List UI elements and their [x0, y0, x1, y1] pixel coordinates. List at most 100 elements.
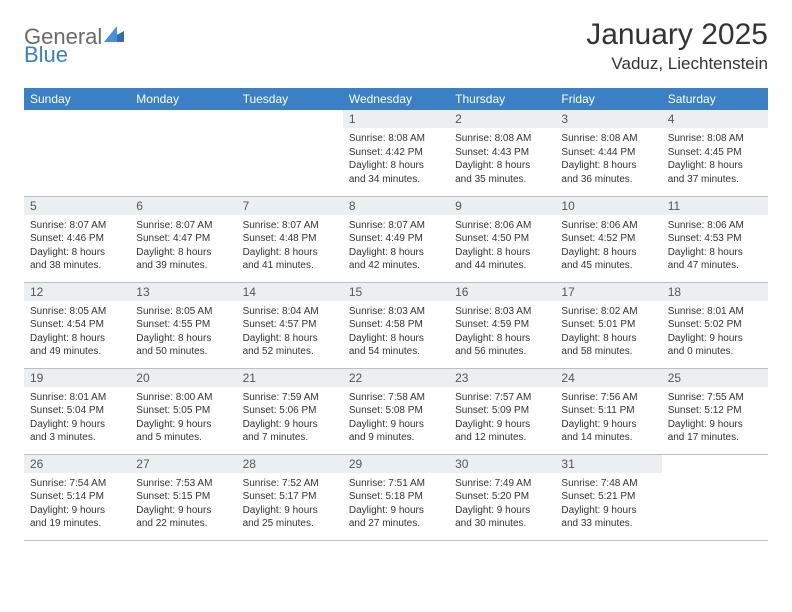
- day-number: 31: [555, 455, 661, 473]
- day-number: 6: [130, 197, 236, 215]
- day-number: 18: [662, 283, 768, 301]
- day-details: Sunrise: 7:48 AMSunset: 5:21 PMDaylight:…: [555, 473, 661, 533]
- calendar-cell: 15Sunrise: 8:03 AMSunset: 4:58 PMDayligh…: [343, 282, 449, 368]
- day-details: Sunrise: 8:05 AMSunset: 4:55 PMDaylight:…: [130, 301, 236, 361]
- calendar-cell: 4Sunrise: 8:08 AMSunset: 4:45 PMDaylight…: [662, 110, 768, 196]
- calendar-row: 12Sunrise: 8:05 AMSunset: 4:54 PMDayligh…: [24, 282, 768, 368]
- day-details: Sunrise: 7:56 AMSunset: 5:11 PMDaylight:…: [555, 387, 661, 447]
- calendar-cell: 19Sunrise: 8:01 AMSunset: 5:04 PMDayligh…: [24, 368, 130, 454]
- day-details: Sunrise: 8:07 AMSunset: 4:48 PMDaylight:…: [237, 215, 343, 275]
- calendar-cell: 23Sunrise: 7:57 AMSunset: 5:09 PMDayligh…: [449, 368, 555, 454]
- day-number: 5: [24, 197, 130, 215]
- day-number: 20: [130, 369, 236, 387]
- day-details: Sunrise: 7:51 AMSunset: 5:18 PMDaylight:…: [343, 473, 449, 533]
- day-number: 12: [24, 283, 130, 301]
- day-number: 21: [237, 369, 343, 387]
- calendar-row: 26Sunrise: 7:54 AMSunset: 5:14 PMDayligh…: [24, 454, 768, 540]
- calendar-cell: 17Sunrise: 8:02 AMSunset: 5:01 PMDayligh…: [555, 282, 661, 368]
- day-details: Sunrise: 8:02 AMSunset: 5:01 PMDaylight:…: [555, 301, 661, 361]
- calendar-cell: 5Sunrise: 8:07 AMSunset: 4:46 PMDaylight…: [24, 196, 130, 282]
- day-number: 3: [555, 110, 661, 128]
- day-details: Sunrise: 8:08 AMSunset: 4:43 PMDaylight:…: [449, 128, 555, 188]
- day-number: 11: [662, 197, 768, 215]
- day-details: Sunrise: 7:55 AMSunset: 5:12 PMDaylight:…: [662, 387, 768, 447]
- page-title: January 2025: [586, 18, 768, 52]
- day-header: Sunday: [24, 88, 130, 110]
- day-details: Sunrise: 8:05 AMSunset: 4:54 PMDaylight:…: [24, 301, 130, 361]
- day-details: Sunrise: 8:04 AMSunset: 4:57 PMDaylight:…: [237, 301, 343, 361]
- day-details: Sunrise: 7:52 AMSunset: 5:17 PMDaylight:…: [237, 473, 343, 533]
- day-details: Sunrise: 7:49 AMSunset: 5:20 PMDaylight:…: [449, 473, 555, 533]
- day-header: Monday: [130, 88, 236, 110]
- calendar-row: 19Sunrise: 8:01 AMSunset: 5:04 PMDayligh…: [24, 368, 768, 454]
- day-details: Sunrise: 8:03 AMSunset: 4:58 PMDaylight:…: [343, 301, 449, 361]
- day-number: 19: [24, 369, 130, 387]
- day-number: 8: [343, 197, 449, 215]
- day-details: Sunrise: 8:07 AMSunset: 4:46 PMDaylight:…: [24, 215, 130, 275]
- day-number: 9: [449, 197, 555, 215]
- calendar-cell: [24, 110, 130, 196]
- calendar-cell: 18Sunrise: 8:01 AMSunset: 5:02 PMDayligh…: [662, 282, 768, 368]
- day-details: Sunrise: 7:57 AMSunset: 5:09 PMDaylight:…: [449, 387, 555, 447]
- day-details: Sunrise: 7:53 AMSunset: 5:15 PMDaylight:…: [130, 473, 236, 533]
- day-details: Sunrise: 8:01 AMSunset: 5:02 PMDaylight:…: [662, 301, 768, 361]
- calendar-cell: [237, 110, 343, 196]
- page-header: GeneralBlue January 2025 Vaduz, Liechten…: [24, 18, 768, 74]
- day-number: 24: [555, 369, 661, 387]
- day-number: 16: [449, 283, 555, 301]
- calendar-cell: 9Sunrise: 8:06 AMSunset: 4:50 PMDaylight…: [449, 196, 555, 282]
- day-number: 4: [662, 110, 768, 128]
- day-number: 14: [237, 283, 343, 301]
- calendar-cell: 7Sunrise: 8:07 AMSunset: 4:48 PMDaylight…: [237, 196, 343, 282]
- calendar-cell: 6Sunrise: 8:07 AMSunset: 4:47 PMDaylight…: [130, 196, 236, 282]
- day-number: 7: [237, 197, 343, 215]
- calendar-cell: 16Sunrise: 8:03 AMSunset: 4:59 PMDayligh…: [449, 282, 555, 368]
- brand-logo: GeneralBlue: [24, 18, 124, 66]
- calendar-cell: 24Sunrise: 7:56 AMSunset: 5:11 PMDayligh…: [555, 368, 661, 454]
- day-details: Sunrise: 7:59 AMSunset: 5:06 PMDaylight:…: [237, 387, 343, 447]
- calendar-cell: [662, 454, 768, 540]
- day-header: Saturday: [662, 88, 768, 110]
- day-number: 2: [449, 110, 555, 128]
- day-header: Thursday: [449, 88, 555, 110]
- calendar-cell: 11Sunrise: 8:06 AMSunset: 4:53 PMDayligh…: [662, 196, 768, 282]
- day-details: Sunrise: 8:06 AMSunset: 4:50 PMDaylight:…: [449, 215, 555, 275]
- day-details: Sunrise: 7:54 AMSunset: 5:14 PMDaylight:…: [24, 473, 130, 533]
- calendar-cell: [130, 110, 236, 196]
- calendar-cell: 29Sunrise: 7:51 AMSunset: 5:18 PMDayligh…: [343, 454, 449, 540]
- day-number: 23: [449, 369, 555, 387]
- day-details: Sunrise: 8:07 AMSunset: 4:47 PMDaylight:…: [130, 215, 236, 275]
- day-number: 26: [24, 455, 130, 473]
- day-number: 22: [343, 369, 449, 387]
- location-text: Vaduz, Liechtenstein: [586, 54, 768, 74]
- day-number: 1: [343, 110, 449, 128]
- calendar-cell: 28Sunrise: 7:52 AMSunset: 5:17 PMDayligh…: [237, 454, 343, 540]
- day-details: Sunrise: 8:08 AMSunset: 4:45 PMDaylight:…: [662, 128, 768, 188]
- header-right: January 2025 Vaduz, Liechtenstein: [586, 18, 768, 74]
- day-details: Sunrise: 8:03 AMSunset: 4:59 PMDaylight:…: [449, 301, 555, 361]
- calendar-cell: 12Sunrise: 8:05 AMSunset: 4:54 PMDayligh…: [24, 282, 130, 368]
- calendar-cell: 2Sunrise: 8:08 AMSunset: 4:43 PMDaylight…: [449, 110, 555, 196]
- day-header: Wednesday: [343, 88, 449, 110]
- calendar-page: GeneralBlue January 2025 Vaduz, Liechten…: [0, 0, 792, 559]
- day-details: Sunrise: 7:58 AMSunset: 5:08 PMDaylight:…: [343, 387, 449, 447]
- calendar-cell: 14Sunrise: 8:04 AMSunset: 4:57 PMDayligh…: [237, 282, 343, 368]
- calendar-cell: 1Sunrise: 8:08 AMSunset: 4:42 PMDaylight…: [343, 110, 449, 196]
- calendar-cell: 27Sunrise: 7:53 AMSunset: 5:15 PMDayligh…: [130, 454, 236, 540]
- calendar-cell: 13Sunrise: 8:05 AMSunset: 4:55 PMDayligh…: [130, 282, 236, 368]
- calendar-cell: 31Sunrise: 7:48 AMSunset: 5:21 PMDayligh…: [555, 454, 661, 540]
- day-details: Sunrise: 8:00 AMSunset: 5:05 PMDaylight:…: [130, 387, 236, 447]
- day-number: 15: [343, 283, 449, 301]
- calendar-cell: 30Sunrise: 7:49 AMSunset: 5:20 PMDayligh…: [449, 454, 555, 540]
- day-number: 17: [555, 283, 661, 301]
- day-header-row: Sunday Monday Tuesday Wednesday Thursday…: [24, 88, 768, 110]
- day-details: Sunrise: 8:06 AMSunset: 4:53 PMDaylight:…: [662, 215, 768, 275]
- day-header: Tuesday: [237, 88, 343, 110]
- day-number: 13: [130, 283, 236, 301]
- calendar-cell: 25Sunrise: 7:55 AMSunset: 5:12 PMDayligh…: [662, 368, 768, 454]
- calendar-cell: 10Sunrise: 8:06 AMSunset: 4:52 PMDayligh…: [555, 196, 661, 282]
- calendar-cell: 8Sunrise: 8:07 AMSunset: 4:49 PMDaylight…: [343, 196, 449, 282]
- day-details: Sunrise: 8:08 AMSunset: 4:42 PMDaylight:…: [343, 128, 449, 188]
- calendar-table: Sunday Monday Tuesday Wednesday Thursday…: [24, 88, 768, 541]
- calendar-cell: 21Sunrise: 7:59 AMSunset: 5:06 PMDayligh…: [237, 368, 343, 454]
